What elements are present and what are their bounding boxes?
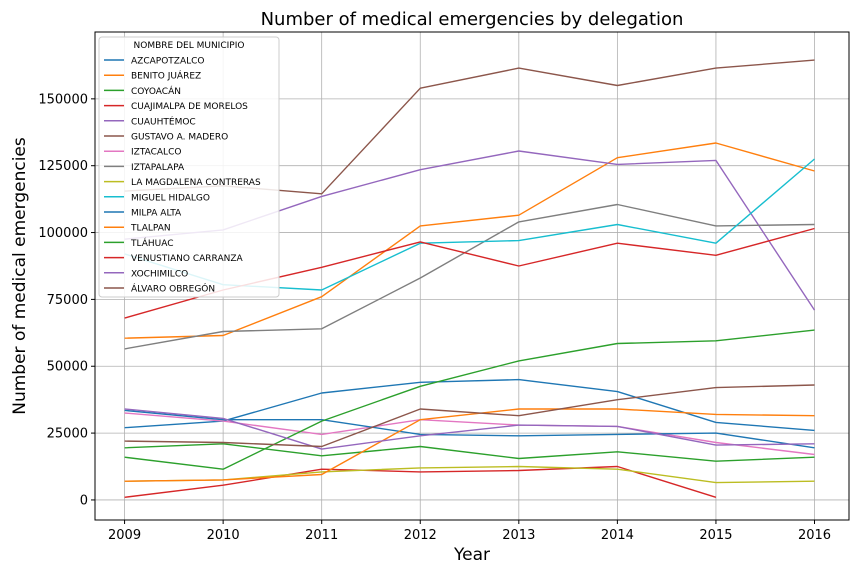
legend-label: XOCHIMILCO: [131, 269, 188, 279]
plot-frame: [94, 31, 850, 521]
y-tick-label: 100000: [38, 226, 88, 241]
legend-label: AZCAPOTZALCO: [131, 57, 204, 67]
x-tick-label: 2015: [699, 528, 732, 543]
legend-label: LA MAGDALENA CONTRERAS: [131, 178, 261, 188]
legend-box: [98, 36, 280, 298]
legend-label: ÁLVARO OBREGÓN: [131, 283, 215, 295]
x-axis-ticks: 2009 2010 2011 2012 2013 2014 2015 2016: [108, 520, 831, 543]
legend-label: MILPA ALTA: [131, 209, 182, 219]
legend-label: IZTAPALAPA: [131, 163, 185, 173]
y-axis-label: Number of medical emergencies: [10, 137, 30, 415]
legend-label: VENUSTIANO CARRANZA: [131, 254, 243, 264]
legend: NOMBRE DEL MUNICIPIO AZCAPOTZALCO BENITO …: [98, 36, 280, 298]
series-line: [124, 378, 815, 432]
y-tick-label: 25000: [47, 427, 88, 442]
series-line: [124, 384, 815, 448]
y-tick-label: 75000: [47, 293, 88, 308]
series-line: [124, 408, 815, 482]
chart-title: Number of medical emergencies by delegat…: [261, 9, 684, 30]
x-tick-label: 2012: [404, 528, 437, 543]
series-lines: [124, 59, 816, 498]
legend-label: MIGUEL HIDALGO: [131, 193, 210, 203]
legend-label: IZTACALCO: [131, 148, 181, 158]
y-tick-label: 150000: [38, 92, 88, 107]
legend-label: BENITO JUÁREZ: [131, 70, 201, 82]
legend-label: CUAJIMALPA DE MORELOS: [131, 102, 248, 112]
grid-lines: [95, 32, 849, 520]
series-line: [124, 443, 815, 462]
x-tick-label: 2016: [798, 528, 831, 543]
y-axis-ticks: 0 25000 50000 75000 100000 125000 150000: [38, 92, 95, 508]
legend-label: CUAUHTÉMOC: [131, 115, 196, 127]
y-tick-label: 125000: [38, 159, 88, 174]
series-line: [124, 465, 717, 498]
legend-items: AZCAPOTZALCO BENITO JUÁREZ COYOACÁN CUAJIMA…: [104, 57, 261, 295]
y-tick-label: 50000: [47, 360, 88, 375]
x-tick-label: 2014: [601, 528, 634, 543]
x-tick-label: 2009: [108, 528, 141, 543]
series-line: [124, 142, 815, 339]
legend-label: GUSTAVO A. MADERO: [131, 133, 228, 143]
x-axis-label: Year: [453, 545, 490, 565]
x-tick-label: 2010: [207, 528, 240, 543]
x-tick-label: 2011: [305, 528, 338, 543]
legend-title: NOMBRE DEL MUNICIPIO: [134, 41, 245, 51]
y-tick-label: 0: [80, 493, 88, 508]
x-tick-label: 2013: [502, 528, 535, 543]
series-line: [124, 409, 815, 449]
legend-label: COYOACÁN: [131, 85, 181, 97]
series-line: [124, 329, 815, 470]
legend-label: TLÁHUAC: [130, 237, 174, 249]
series-line: [124, 203, 815, 350]
series-line: [124, 408, 815, 450]
legend-label: TLALPAN: [130, 224, 171, 234]
